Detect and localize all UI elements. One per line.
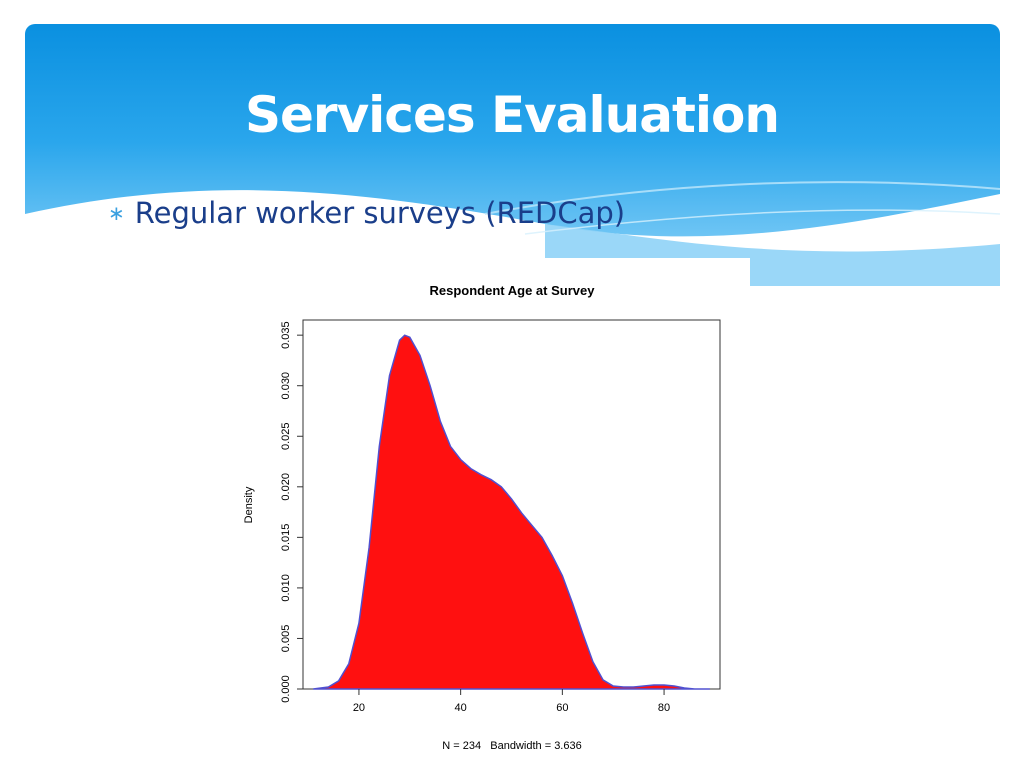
y-axis: 0.000 0.005 0.010 0.015 0.020 0.025 0.030 0.035: [280, 321, 303, 703]
x-axis-label: N = 234 Bandwidth = 3.636: [442, 740, 581, 752]
x-axis: 20 40 60 80: [353, 689, 670, 714]
asterisk-bullet-icon: ∗: [108, 202, 125, 225]
y-tick-label: 0.010: [280, 574, 292, 602]
header-wave-decoration: [25, 181, 1000, 286]
x-tick-label: 80: [658, 702, 670, 714]
bullet-text: Regular worker surveys (REDCap): [134, 196, 626, 230]
y-axis-label: Density: [243, 486, 255, 523]
y-tick-label: 0.000: [280, 675, 292, 703]
density-area: [313, 334, 710, 690]
y-tick-label: 0.035: [280, 321, 292, 349]
y-tick-label: 0.025: [280, 422, 292, 450]
chart-title: Respondent Age at Survey: [430, 283, 596, 298]
slide-header-band: [25, 24, 1000, 286]
y-tick-label: 0.015: [280, 524, 292, 552]
y-tick-label: 0.030: [280, 372, 292, 400]
density-chart: Respondent Age at Survey 20 40 60 80 0.000 0…: [230, 258, 750, 763]
x-tick-label: 60: [556, 702, 568, 714]
bullet-item: ∗ Regular worker surveys (REDCap): [108, 196, 625, 230]
slide-title: Services Evaluation: [245, 86, 780, 144]
x-tick-label: 40: [455, 702, 467, 714]
y-tick-label: 0.020: [280, 473, 292, 501]
x-tick-label: 20: [353, 702, 365, 714]
density-chart-svg: Respondent Age at Survey 20 40 60 80 0.0000…: [243, 283, 721, 752]
y-tick-label: 0.005: [280, 625, 292, 653]
